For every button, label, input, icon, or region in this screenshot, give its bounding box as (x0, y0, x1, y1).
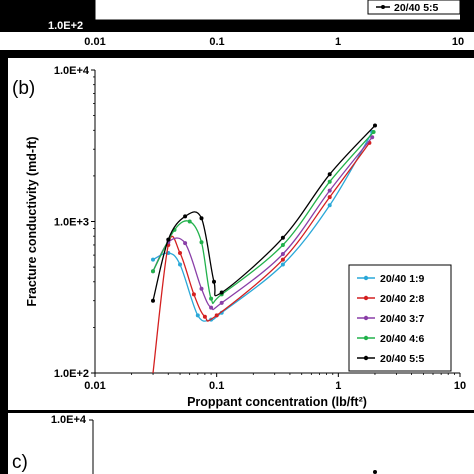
x-tick-label: 1 (335, 380, 341, 392)
data-point (151, 269, 155, 274)
legend-marker (363, 355, 369, 361)
data-point (280, 257, 285, 262)
legend-marker (363, 295, 369, 301)
data-point (187, 219, 192, 224)
y-tick-label: 1.0E+3 (54, 217, 89, 229)
legend-marker (363, 275, 369, 281)
data-point (219, 300, 224, 305)
legend-label: 20/40 1:9 (380, 273, 425, 285)
top-legend-marker (381, 5, 385, 9)
top-x-tick-label: 10 (452, 36, 464, 48)
top-x-tick-label: 0.1 (209, 36, 224, 48)
series-5 (151, 123, 377, 303)
top-x-tick-label: 0.01 (84, 36, 105, 48)
legend-label: 20/40 5:5 (380, 353, 425, 365)
y-axis-label: Fracture conductivity (md-ft) (25, 136, 39, 306)
data-point (199, 240, 204, 245)
data-point (199, 216, 204, 221)
data-point (280, 252, 285, 256)
legend-marker (363, 315, 369, 321)
series-2 (152, 140, 372, 374)
x-axis-label: Proppant concentration (lb/ft²) (187, 395, 367, 409)
data-point (209, 305, 214, 310)
data-point (327, 172, 332, 177)
panel-c-label: c) (12, 452, 28, 473)
x-tick-label: 0.01 (84, 380, 105, 392)
panel-c-data-point (373, 470, 377, 474)
y-tick-label: 1.0E+4 (54, 65, 90, 77)
data-point (327, 179, 332, 184)
data-point (373, 123, 377, 128)
data-point (178, 251, 182, 255)
data-point (219, 290, 224, 295)
data-point (166, 237, 171, 242)
data-point (327, 188, 332, 193)
data-point (214, 313, 219, 318)
data-point (280, 235, 285, 240)
data-point (199, 286, 204, 291)
plot-area: 0.01 0.1 1 101.0E+21.0E+31.0E+420/40 1:920/… (54, 65, 466, 392)
legend: 20/40 1:9 20/40 2:8 20/40 3:7 20/40 4:6 20/4… (348, 264, 452, 372)
panel-c-y-tick-label: 1.0E+4 (51, 414, 87, 426)
data-point (327, 203, 332, 208)
top-legend-label: 20/40 5:5 (394, 2, 439, 14)
y-tick-label: 1.0E+2 (54, 368, 89, 380)
data-point (280, 262, 285, 267)
data-point (280, 243, 285, 247)
legend-label: 20/40 3:7 (380, 313, 425, 325)
x-tick-label: 10 (454, 380, 466, 392)
data-point (195, 313, 200, 318)
data-point (327, 195, 332, 200)
top-legend (367, 0, 461, 15)
data-point (151, 298, 155, 303)
data-point (371, 130, 376, 134)
data-point (151, 257, 155, 262)
x-tick-label: 0.1 (209, 380, 224, 392)
legend-label: 20/40 2:8 (380, 293, 425, 305)
legend-label: 20/40 4:6 (380, 333, 425, 345)
data-point (183, 241, 188, 246)
legend-marker (363, 335, 369, 341)
top-x-axis-strip (0, 32, 474, 50)
top-x-tick-label: 1 (335, 36, 341, 48)
data-point (370, 135, 375, 140)
data-point (183, 214, 188, 219)
data-point (178, 262, 182, 267)
series-line (152, 125, 376, 301)
data-point (202, 314, 207, 319)
top-y-tick-label: 1.0E+2 (48, 20, 83, 32)
panel-b-label: (b) (12, 78, 35, 99)
data-point (212, 279, 216, 284)
data-point (209, 296, 214, 301)
data-point (191, 292, 196, 297)
panel-c-background (8, 413, 474, 474)
